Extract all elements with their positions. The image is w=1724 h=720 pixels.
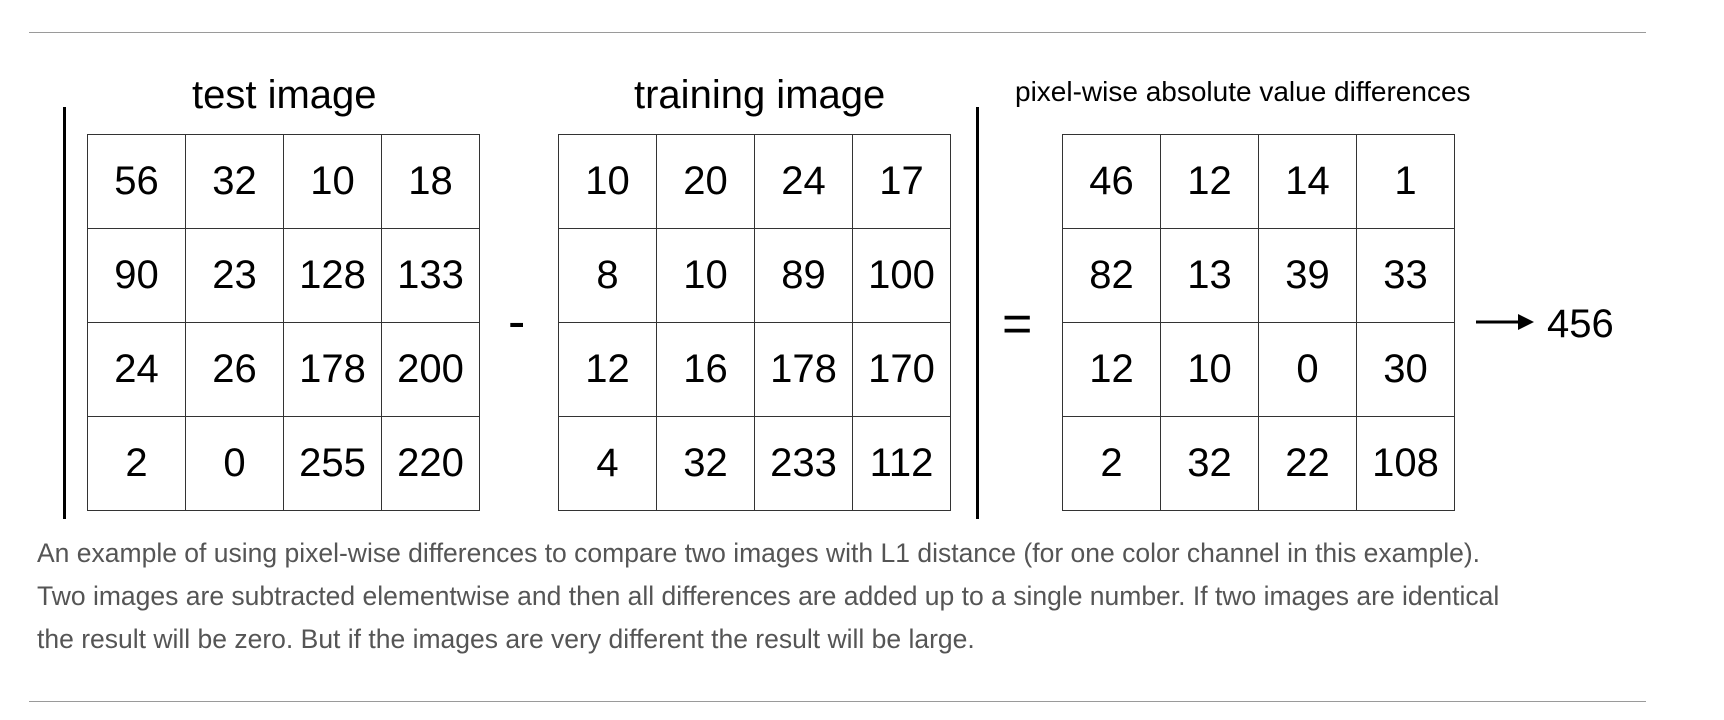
training-matrix-cell: 10 (656, 228, 755, 323)
test-matrix-row: 2 0 255 220 (87, 416, 480, 511)
training-matrix-cell: 16 (656, 322, 755, 417)
minus-operator: - (508, 293, 526, 351)
diff-matrix-cell: 0 (1258, 322, 1357, 417)
training-matrix-cell: 233 (754, 416, 853, 511)
training-matrix-cell: 100 (852, 228, 951, 323)
test-matrix-cell: 26 (185, 322, 284, 417)
diff-matrix-cell: 12 (1062, 322, 1161, 417)
test-matrix-cell: 18 (381, 134, 480, 229)
abs-bar-left (63, 107, 66, 519)
diff-matrix-cell: 10 (1160, 322, 1259, 417)
test-image-label: test image (192, 73, 377, 117)
test-matrix-cell: 2 (87, 416, 186, 511)
test-matrix-row: 24 26 178 200 (87, 322, 480, 417)
test-matrix-cell: 0 (185, 416, 284, 511)
test-matrix-cell: 32 (185, 134, 284, 229)
diff-matrix-cell: 108 (1356, 416, 1455, 511)
training-matrix-cell: 10 (558, 134, 657, 229)
diff-matrix-cell: 39 (1258, 228, 1357, 323)
diff-matrix-row: 82 13 39 33 (1062, 228, 1455, 323)
diff-matrix-cell: 82 (1062, 228, 1161, 323)
test-matrix-cell: 90 (87, 228, 186, 323)
l1-distance-result: 456 (1547, 302, 1614, 346)
diff-matrix-cell: 13 (1160, 228, 1259, 323)
training-matrix-cell: 8 (558, 228, 657, 323)
diff-matrix-cell: 33 (1356, 228, 1455, 323)
training-matrix-cell: 178 (754, 322, 853, 417)
test-matrix-cell: 128 (283, 228, 382, 323)
diff-matrix-row: 2 32 22 108 (1062, 416, 1455, 511)
top-divider (29, 32, 1646, 33)
abs-bar-right (976, 107, 979, 519)
test-image-matrix: 56 32 10 18 90 23 128 133 24 26 178 200 2 0 255 220 (87, 134, 480, 511)
differences-label: pixel-wise absolute value differences (1015, 76, 1471, 107)
test-matrix-cell: 56 (87, 134, 186, 229)
difference-matrix: 46 12 14 1 82 13 39 33 12 10 0 30 2 32 22 108 (1062, 134, 1455, 511)
caption-line-2: Two images are subtracted elementwise an… (37, 581, 1500, 611)
test-matrix-cell: 220 (381, 416, 480, 511)
test-matrix-row: 56 32 10 18 (87, 134, 480, 229)
right-arrow-icon (1476, 314, 1534, 330)
figure-caption: An example of using pixel-wise differenc… (37, 532, 1637, 661)
training-matrix-cell: 12 (558, 322, 657, 417)
test-matrix-cell: 255 (283, 416, 382, 511)
diff-matrix-cell: 22 (1258, 416, 1357, 511)
bottom-divider (29, 701, 1646, 702)
diff-matrix-cell: 14 (1258, 134, 1357, 229)
caption-line-3: the result will be zero. But if the imag… (37, 624, 975, 654)
training-matrix-cell: 112 (852, 416, 951, 511)
training-matrix-row: 12 16 178 170 (558, 322, 951, 417)
training-image-matrix: 10 20 24 17 8 10 89 100 12 16 178 170 4 32 233 112 (558, 134, 951, 511)
equals-operator: = (1002, 295, 1033, 353)
diff-matrix-cell: 1 (1356, 134, 1455, 229)
training-matrix-cell: 17 (852, 134, 951, 229)
test-matrix-cell: 24 (87, 322, 186, 417)
diff-matrix-row: 46 12 14 1 (1062, 134, 1455, 229)
training-matrix-row: 8 10 89 100 (558, 228, 951, 323)
training-matrix-cell: 4 (558, 416, 657, 511)
training-matrix-cell: 24 (754, 134, 853, 229)
training-matrix-cell: 170 (852, 322, 951, 417)
diff-matrix-cell: 2 (1062, 416, 1161, 511)
test-matrix-cell: 23 (185, 228, 284, 323)
diff-matrix-cell: 32 (1160, 416, 1259, 511)
test-matrix-cell: 133 (381, 228, 480, 323)
training-matrix-cell: 32 (656, 416, 755, 511)
diff-matrix-cell: 12 (1160, 134, 1259, 229)
test-matrix-row: 90 23 128 133 (87, 228, 480, 323)
test-matrix-cell: 200 (381, 322, 480, 417)
diff-matrix-row: 12 10 0 30 (1062, 322, 1455, 417)
training-matrix-cell: 89 (754, 228, 853, 323)
caption-line-1: An example of using pixel-wise differenc… (37, 538, 1481, 568)
diff-matrix-cell: 46 (1062, 134, 1161, 229)
training-matrix-cell: 20 (656, 134, 755, 229)
training-matrix-row: 4 32 233 112 (558, 416, 951, 511)
training-image-label: training image (634, 73, 886, 117)
test-matrix-cell: 178 (283, 322, 382, 417)
diff-matrix-cell: 30 (1356, 322, 1455, 417)
test-matrix-cell: 10 (283, 134, 382, 229)
training-matrix-row: 10 20 24 17 (558, 134, 951, 229)
